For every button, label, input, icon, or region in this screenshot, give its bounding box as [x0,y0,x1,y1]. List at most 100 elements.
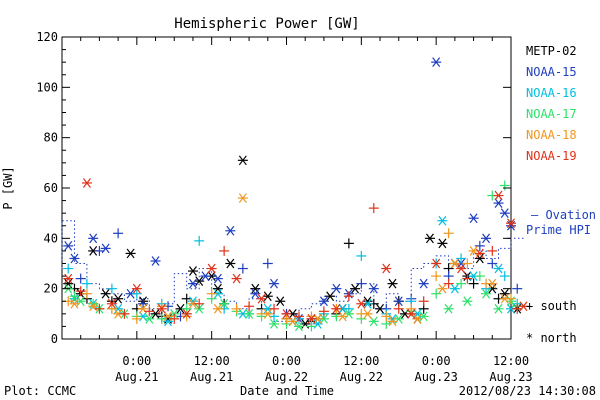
point-metp-02-north [63,278,74,289]
x-tick-time-label: 12:00 [194,354,230,368]
point-noaa-19-south [393,303,404,314]
x-tick-date-label: Aug.22 [340,370,383,384]
point-noaa-15-north [468,213,479,224]
data-points [63,57,529,332]
point-noaa-19-north [306,313,317,324]
x-axis-label: Date and Time [240,384,334,398]
point-noaa-15-north [100,243,111,254]
legend-entry: NOAA-17 [526,107,577,121]
point-noaa-18-north [362,308,373,319]
y-tick-label: 100 [36,80,58,94]
point-noaa-19-north [356,298,367,309]
point-noaa-15-south [138,298,149,309]
point-metp-02-north [100,288,111,299]
point-noaa-19-north [206,263,217,274]
x-tick-date-label: Aug.22 [265,370,308,384]
point-noaa-16-south [356,250,367,261]
chart-title: Hemispheric Power [GW] [174,16,359,32]
legend-entry: NOAA-19 [526,149,577,163]
y-tick-label: 0 [51,332,58,346]
point-noaa-18-south [443,228,454,239]
point-noaa-16-south [456,253,467,264]
point-noaa-17-north [219,298,230,309]
point-noaa-19-south [75,286,86,297]
point-noaa-19-north [431,258,442,269]
ovation-legend-line1: – Ovation [531,208,596,222]
point-metp-02-north [325,291,336,302]
point-noaa-17-north [293,321,304,332]
point-noaa-17-south [456,278,467,289]
y-tick-label: 80 [44,131,58,145]
point-noaa-15-north [269,278,280,289]
point-noaa-18-south [131,313,142,324]
y-tick-label: 40 [44,231,58,245]
point-noaa-15-north [88,233,99,244]
point-metp-02-north [225,258,236,269]
point-noaa-19-north [331,303,342,314]
point-noaa-15-south [474,240,485,251]
point-noaa-18-south [406,303,417,314]
point-noaa-17-north [244,308,255,319]
point-noaa-19-north [518,301,529,312]
point-noaa-19-south [462,273,473,284]
point-noaa-16-north [437,215,448,226]
point-noaa-17-south [306,321,317,332]
x-tick-date-label: Aug.23 [489,370,532,384]
point-noaa-17-north [194,303,205,314]
x-tick-time-label: 12:00 [493,354,529,368]
point-noaa-17-north [493,303,504,314]
point-noaa-15-south [262,258,273,269]
point-noaa-18-north [412,313,423,324]
legend-entry: METP-02 [526,44,577,58]
point-noaa-19-south [368,203,379,214]
x-tick-time-label: 0:00 [272,354,301,368]
point-noaa-17-north [269,319,280,329]
point-noaa-15-south [487,258,498,269]
point-noaa-15-south [356,278,367,289]
point-noaa-15-south [237,263,248,274]
point-noaa-16-south [499,271,510,282]
point-noaa-16-south [194,235,205,246]
point-noaa-15-north [499,208,510,219]
point-noaa-19-south [293,311,304,322]
point-noaa-18-south [462,258,473,269]
point-metp-02-north [387,278,398,289]
y-axis-ticks: 0 20 40 60 80 100 120 [36,30,511,346]
point-noaa-15-north [63,241,74,251]
point-metp-02-north [237,155,248,166]
point-noaa-19-south [144,306,155,317]
point-noaa-18-south [206,288,217,299]
x-tick-date-label: Aug.21 [190,370,233,384]
point-noaa-16-south [131,288,142,299]
point-noaa-18-north [437,283,448,294]
point-noaa-15-north [418,278,429,289]
point-noaa-19-north [406,308,417,319]
point-noaa-15-north [368,283,379,294]
point-noaa-16-north [449,283,460,294]
y-tick-label: 120 [36,30,58,44]
point-noaa-17-south [431,288,442,299]
point-noaa-18-north [262,308,273,319]
point-noaa-19-north [456,263,467,274]
point-noaa-19-south [512,303,523,314]
point-noaa-19-north [506,218,516,229]
point-noaa-19-north [106,298,117,309]
point-noaa-15-north [331,283,342,294]
point-noaa-18-north [212,303,223,314]
legend-entry: NOAA-18 [526,128,577,142]
point-noaa-19-north [156,303,167,314]
point-metp-02-north [250,283,261,294]
x-axis-ticks: 0:00 Aug.21 12:00 Aug.21 0:00 Aug.22 12:00 Aug.… [61,37,533,384]
y-axis-label: P [GW] [1,166,15,209]
point-noaa-16-north [312,319,323,329]
legend-entry: NOAA-16 [526,86,577,100]
point-noaa-15-north [225,225,236,236]
point-noaa-19-north [474,248,485,259]
point-noaa-15-north [212,273,223,284]
legend-entry: NOAA-15 [526,65,577,79]
point-noaa-15-north [393,296,404,307]
point-noaa-16-north [493,263,504,274]
point-noaa-19-south [169,313,180,324]
point-noaa-16-south [106,283,117,294]
point-metp-02-north [262,291,273,302]
